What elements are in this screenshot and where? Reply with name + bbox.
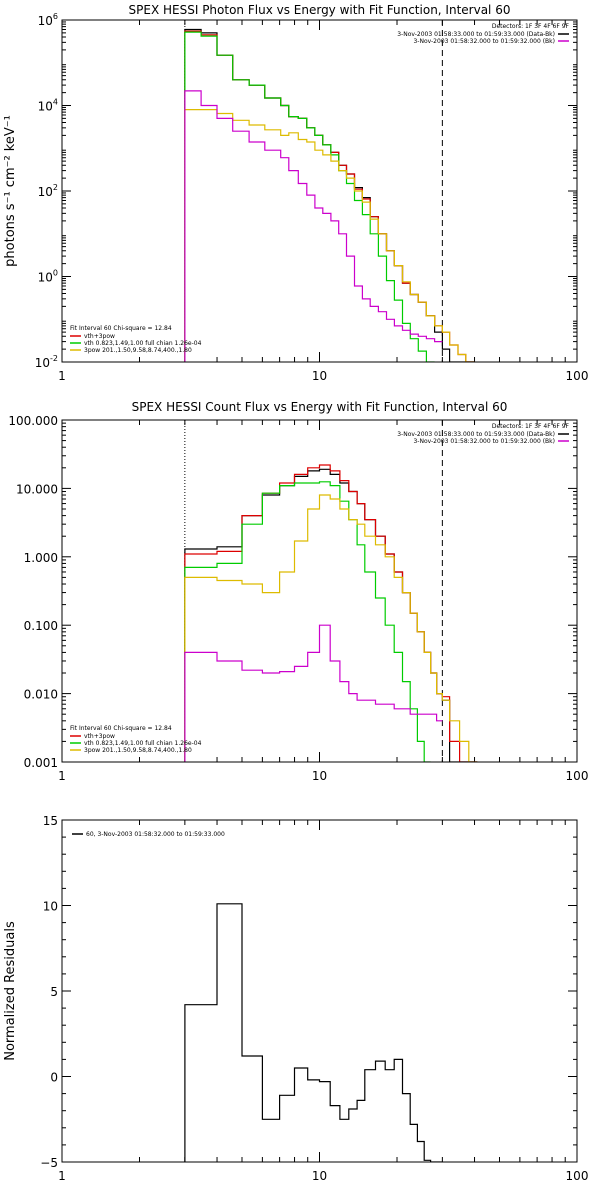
fit-legend-header: Fit Interval 60 Chi-square = 12.84 <box>70 325 172 332</box>
y-tick-label: 15 <box>43 814 58 828</box>
chart-2: SPEX HESSI Count Flux vs Energy with Fit… <box>8 400 588 783</box>
series-line-4 <box>184 494 478 762</box>
series-line-4 <box>184 109 475 362</box>
y-tick-label: 106 <box>38 12 58 28</box>
y-tick-label: 1.000 <box>24 551 58 565</box>
y-axis-label: Normalized Residuals <box>3 921 18 1061</box>
fit-legend-entry: vth+3pow <box>84 333 115 340</box>
fit-legend-entry: vth 0.823,1.49,1.00 full chian 1.26e-04 <box>84 740 202 747</box>
y-minor-ticks <box>62 819 577 1163</box>
legend-header: Detectors: 1F 3F 4F 6F 9F <box>492 23 570 30</box>
plot-frame <box>61 419 578 763</box>
series-line-3 <box>184 31 435 362</box>
series-line-2 <box>184 464 478 762</box>
x-tick-label: 100 <box>566 769 589 783</box>
y-tick-label: −5 <box>40 1156 58 1170</box>
series-line-5 <box>184 624 443 762</box>
legend-entry-label: 3-Nov-2003 01:58:33.000 to 01:59:33.000 … <box>397 31 555 38</box>
y-tick-label: 100.000 <box>8 414 58 428</box>
residual-legend-entry: 60, 3-Nov-2003 01:58:32.000 to 01:59:33.… <box>86 831 225 838</box>
chart-1: SPEX HESSI Photon Flux vs Energy with Fi… <box>3 3 588 383</box>
chart-3: 1 10 100 −5 0 5 10 15 Normalized Residuals 60, 3-… <box>3 814 588 1183</box>
plot-frame <box>61 819 578 1163</box>
y-tick-label: 10.000 <box>16 482 58 496</box>
series-line-5 <box>184 90 443 362</box>
series-line-2 <box>184 30 475 362</box>
legend-entry-label: 3-Nov-2003 01:58:33.000 to 01:59:33.000 … <box>397 431 555 438</box>
fit-legend-entry: vth+3pow <box>84 733 115 740</box>
y-tick-label: 102 <box>38 183 58 199</box>
y-axis-label: photons s⁻¹ cm⁻² keV⁻¹ <box>3 115 18 267</box>
fit-legend-entry: 3pow 201.,1.50,9.58,8.74,400.,1.80 <box>84 347 192 354</box>
x-tick-label: 1 <box>58 1169 66 1183</box>
x-tick-label: 100 <box>566 1169 589 1183</box>
chart-title: SPEX HESSI Count Flux vs Energy with Fit… <box>132 400 508 414</box>
y-tick-label: 104 <box>38 98 58 114</box>
y-tick-label: 10-2 <box>35 354 58 370</box>
plot-frame <box>61 19 578 363</box>
series-line-1 <box>184 28 475 362</box>
fit-legend-header: Fit Interval 60 Chi-square = 12.84 <box>70 725 172 732</box>
x-tick-label: 100 <box>566 369 589 383</box>
fit-legend-entry: vth 0.823,1.49,1.00 full chian 1.26e-04 <box>84 340 202 347</box>
legend-entry-label: 3-Nov-2003 01:58:32.000 to 01:59:32.000 … <box>413 38 555 45</box>
x-minor-ticks <box>139 20 566 362</box>
y-tick-label: 0.001 <box>24 756 58 770</box>
series-line-1 <box>184 903 443 1162</box>
x-minor-ticks <box>139 420 566 762</box>
chart-title: SPEX HESSI Photon Flux vs Energy with Fi… <box>129 3 511 17</box>
x-tick-label: 10 <box>312 1169 327 1183</box>
fit-legend-entry: 3pow 201.,1.50,9.58,8.74,400.,1.80 <box>84 747 192 754</box>
x-tick-label: 1 <box>58 769 66 783</box>
y-tick-label: 0.010 <box>24 688 58 702</box>
y-tick-label: 10 <box>43 900 58 914</box>
x-tick-label: 10 <box>312 369 327 383</box>
y-tick-label: 0.100 <box>24 619 58 633</box>
y-tick-label: 5 <box>50 985 58 999</box>
x-minor-ticks <box>139 820 566 1162</box>
x-tick-label: 10 <box>312 769 327 783</box>
legend-entry-label: 3-Nov-2003 01:58:32.000 to 01:59:32.000 … <box>413 438 555 445</box>
y-minor-ticks <box>62 422 577 742</box>
y-tick-label: 0 <box>50 1071 58 1085</box>
y-tick-label: 100 <box>38 269 58 285</box>
legend-header: Detectors: 1F 3F 4F 6F 9F <box>492 423 570 430</box>
x-tick-label: 1 <box>58 369 66 383</box>
y-minor-ticks <box>62 21 577 350</box>
series-line-1 <box>184 468 478 762</box>
